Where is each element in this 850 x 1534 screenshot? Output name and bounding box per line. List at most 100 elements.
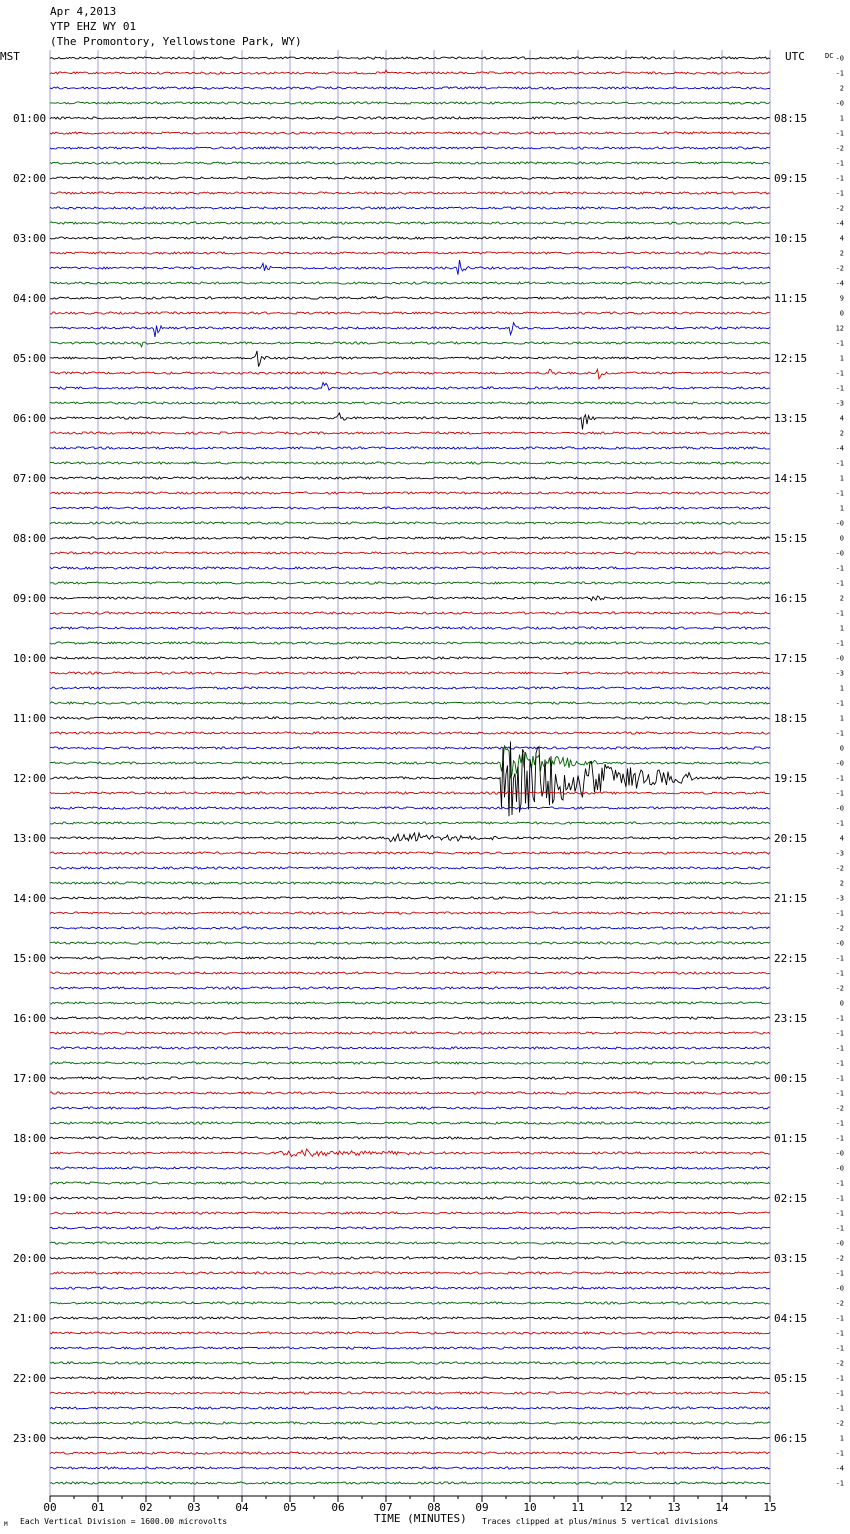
dc-offset-value: -2	[836, 1255, 844, 1263]
right-timezone-label: UTC	[785, 50, 805, 63]
dc-offset-value: -0	[836, 55, 844, 63]
corner-mark: M	[4, 1521, 8, 1528]
seismic-trace	[49, 221, 771, 225]
utc-hour-label: 16:15	[774, 592, 807, 605]
dc-offset-value: 1	[840, 475, 844, 483]
mst-hour-label: 11:00	[13, 712, 46, 725]
dc-offset-value: -4	[836, 445, 844, 453]
utc-hour-label: 02:15	[774, 1192, 807, 1205]
dc-offset-value: 1	[840, 715, 844, 723]
seismic-trace	[49, 56, 771, 60]
utc-hour-label: 15:15	[774, 532, 807, 545]
seismic-trace	[49, 431, 771, 435]
utc-hour-label: 19:15	[774, 772, 807, 785]
dc-offset-value: 1	[840, 1435, 844, 1443]
x-tick-label: 07	[379, 1501, 392, 1514]
dc-label: DC	[825, 52, 834, 60]
dc-offset-value: -1	[836, 160, 844, 168]
dc-offset-value: -0	[836, 940, 844, 948]
seismic-trace	[49, 401, 771, 405]
dc-offset-value: -2	[836, 1300, 844, 1308]
seismic-trace	[49, 896, 771, 900]
x-axis-label: TIME (MINUTES)	[374, 1512, 467, 1525]
x-tick-label: 12	[619, 1501, 632, 1514]
mst-hour-label: 23:00	[13, 1432, 46, 1445]
seismic-trace	[49, 821, 771, 825]
seismic-trace	[49, 1046, 771, 1050]
dc-offset-value: -0	[836, 1165, 844, 1173]
dc-offset-value: 1	[840, 115, 844, 123]
dc-offset-value: 1	[840, 505, 844, 513]
dc-offset-value: -1	[836, 970, 844, 978]
utc-hour-label: 10:15	[774, 232, 807, 245]
dc-offset-value: -1	[836, 1015, 844, 1023]
dc-offset-value: 2	[840, 85, 844, 93]
mst-hour-label: 18:00	[13, 1132, 46, 1145]
seismic-trace	[49, 626, 771, 630]
dc-offset-value: -4	[836, 280, 844, 288]
dc-offset-value: 9	[840, 295, 844, 303]
dc-offset-value: -2	[836, 265, 844, 273]
mst-hour-label: 03:00	[13, 232, 46, 245]
seismic-trace	[49, 1421, 771, 1425]
mst-hour-label: 09:00	[13, 592, 46, 605]
dc-offset-value: 1	[840, 625, 844, 633]
seismic-trace	[49, 731, 771, 735]
plot-date: Apr 4,2013	[50, 5, 117, 18]
dc-offset-value: -1	[836, 1480, 844, 1488]
utc-hour-label: 20:15	[774, 832, 807, 845]
mst-hour-label: 13:00	[13, 832, 46, 845]
dc-offset-value: -1	[836, 1225, 844, 1233]
seismic-trace	[49, 656, 771, 660]
seismic-trace	[49, 1286, 771, 1290]
dc-offset-value: -1	[836, 820, 844, 828]
dc-offset-value: -1	[836, 190, 844, 198]
dc-offset-value: -1	[836, 130, 844, 138]
dc-offset-value: -0	[836, 550, 844, 558]
seismic-trace	[49, 506, 771, 510]
station-location: (The Promontory, Yellowstone Park, WY)	[50, 35, 302, 48]
dc-offset-value: -0	[836, 1285, 844, 1293]
seismic-trace	[50, 956, 771, 960]
utc-hour-label: 17:15	[774, 652, 807, 665]
dc-offset-value: -1	[836, 1195, 844, 1203]
dc-offset-value: -1	[836, 640, 844, 648]
dc-offset-value: -1	[836, 1180, 844, 1188]
seismic-trace	[49, 1211, 771, 1215]
seismic-trace	[49, 69, 771, 75]
dc-offset-value: -2	[836, 145, 844, 153]
x-tick-label: 11	[571, 1501, 584, 1514]
seismic-trace	[49, 551, 771, 555]
seismic-trace	[49, 941, 771, 945]
utc-hour-label: 05:15	[774, 1372, 807, 1385]
mst-hour-label: 21:00	[13, 1312, 46, 1325]
seismic-trace	[49, 745, 771, 779]
dc-offset-value: -2	[836, 865, 844, 873]
mst-hour-label: 01:00	[13, 112, 46, 125]
seismic-trace	[49, 1241, 770, 1245]
seismic-trace	[49, 971, 771, 975]
dc-offset-value: -3	[836, 850, 844, 858]
seismic-trace	[49, 251, 771, 255]
dc-offset-value: 4	[840, 415, 844, 423]
seismic-trace	[49, 1136, 771, 1140]
mst-hour-label: 04:00	[13, 292, 46, 305]
seismic-trace	[49, 1076, 770, 1080]
x-tick-label: 02	[139, 1501, 152, 1514]
dc-offset-value: -1	[836, 1270, 844, 1278]
seismic-trace	[49, 491, 771, 495]
dc-offset-value: -1	[836, 700, 844, 708]
mst-hour-label: 22:00	[13, 1372, 46, 1385]
dc-offset-value: 2	[840, 880, 844, 888]
mst-hour-label: 20:00	[13, 1252, 46, 1265]
dc-offset-value: -1	[836, 1135, 844, 1143]
dc-offset-value: 1	[840, 685, 844, 693]
seismic-trace	[49, 116, 771, 120]
seismic-trace	[49, 581, 771, 585]
mst-hour-label: 08:00	[13, 532, 46, 545]
seismic-trace	[49, 367, 771, 381]
dc-offset-value: -1	[836, 1450, 844, 1458]
seismic-trace	[49, 1481, 771, 1485]
dc-offset-value: -2	[836, 1105, 844, 1113]
seismic-trace	[49, 671, 771, 675]
